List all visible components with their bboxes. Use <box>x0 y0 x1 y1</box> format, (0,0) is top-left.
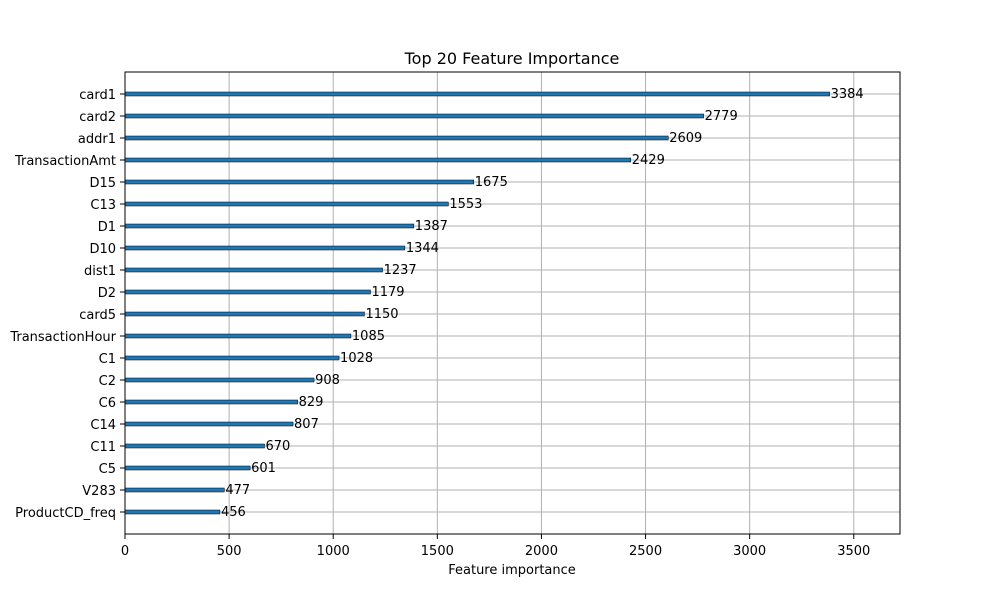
bar-value-label: 1675 <box>475 175 508 190</box>
bar <box>124 333 352 339</box>
y-tick-label: C5 <box>99 462 116 477</box>
x-tick-label: 3500 <box>837 544 870 559</box>
y-tick-label: C13 <box>90 198 116 213</box>
bar-value-label: 456 <box>221 505 246 520</box>
bar-value-label: 1553 <box>449 197 482 212</box>
y-ticks: card1 card2 addr1 TransactionAmt D15 C13 D1 D10… <box>9 88 125 521</box>
y-tick-label: addr1 <box>78 132 116 147</box>
bar <box>124 465 251 471</box>
y-tick-label: TransactionHour <box>9 330 116 345</box>
y-tick-label: D1 <box>98 220 116 235</box>
y-tick-label: card5 <box>79 308 116 323</box>
bar <box>124 443 265 449</box>
grid <box>124 72 900 534</box>
x-tick-label: 1500 <box>421 544 454 559</box>
x-ticks: 0 500 1000 1500 2000 2500 3000 3500 <box>121 534 870 559</box>
y-tick-label: dist1 <box>84 264 116 279</box>
x-axis-label: Feature importance <box>448 563 576 578</box>
bar <box>124 223 415 229</box>
bar-value-label: 2429 <box>632 153 665 168</box>
y-tick-label: D2 <box>98 286 116 301</box>
y-tick-label: card2 <box>79 110 116 125</box>
plot-frame <box>124 71 901 535</box>
bar-value-label: 2609 <box>669 131 702 146</box>
bar <box>124 421 294 427</box>
y-tick-label: D15 <box>89 176 116 191</box>
y-tick-label: C14 <box>90 418 116 433</box>
bar <box>124 509 221 515</box>
bar <box>124 267 383 273</box>
bar-value-label: 2779 <box>705 109 738 124</box>
bars <box>124 91 830 515</box>
y-tick-label: TransactionAmt <box>14 154 116 169</box>
bar <box>124 135 669 141</box>
bar <box>124 91 830 97</box>
y-tick-label: D10 <box>89 242 116 257</box>
x-tick-label: 1000 <box>317 544 350 559</box>
bar <box>124 487 225 493</box>
x-tick-label: 0 <box>121 544 129 559</box>
bar-value-label: 477 <box>225 483 250 498</box>
chart-title: Top 20 Feature Importance <box>404 49 620 68</box>
bar <box>124 113 704 119</box>
bar-value-label: 807 <box>294 417 319 432</box>
bar <box>124 201 449 207</box>
x-tick-label: 500 <box>217 544 242 559</box>
bar <box>124 157 632 163</box>
y-tick-label: C1 <box>99 352 116 367</box>
bar <box>124 399 298 405</box>
bar-value-label: 829 <box>299 395 324 410</box>
bar-value-label: 1237 <box>384 263 417 278</box>
bar <box>124 289 371 295</box>
bar <box>124 245 406 251</box>
bar-value-label: 1028 <box>340 351 373 366</box>
bar <box>124 179 475 185</box>
bar <box>124 355 340 361</box>
y-tick-label: ProductCD_freq <box>15 506 116 521</box>
x-tick-label: 3000 <box>733 544 766 559</box>
bar-value-label: 1344 <box>406 241 439 256</box>
bar-value-label: 601 <box>251 461 276 476</box>
bar <box>124 377 315 383</box>
bar <box>124 311 365 317</box>
y-tick-label: C6 <box>99 396 116 411</box>
bar-value-label: 670 <box>266 439 291 454</box>
y-tick-label: V283 <box>82 484 116 499</box>
y-tick-label: C2 <box>99 374 116 389</box>
bar-value-label: 3384 <box>831 87 864 102</box>
x-tick-label: 2000 <box>525 544 558 559</box>
x-tick-label: 2500 <box>629 544 662 559</box>
bar-value-label: 1085 <box>352 329 385 344</box>
bar-value-label: 1150 <box>365 307 398 322</box>
bar-value-label: 908 <box>315 373 340 388</box>
bar-value-label: 1179 <box>371 285 404 300</box>
y-tick-label: C11 <box>90 440 116 455</box>
y-tick-label: card1 <box>79 88 116 103</box>
bar-value-label: 1387 <box>415 219 448 234</box>
